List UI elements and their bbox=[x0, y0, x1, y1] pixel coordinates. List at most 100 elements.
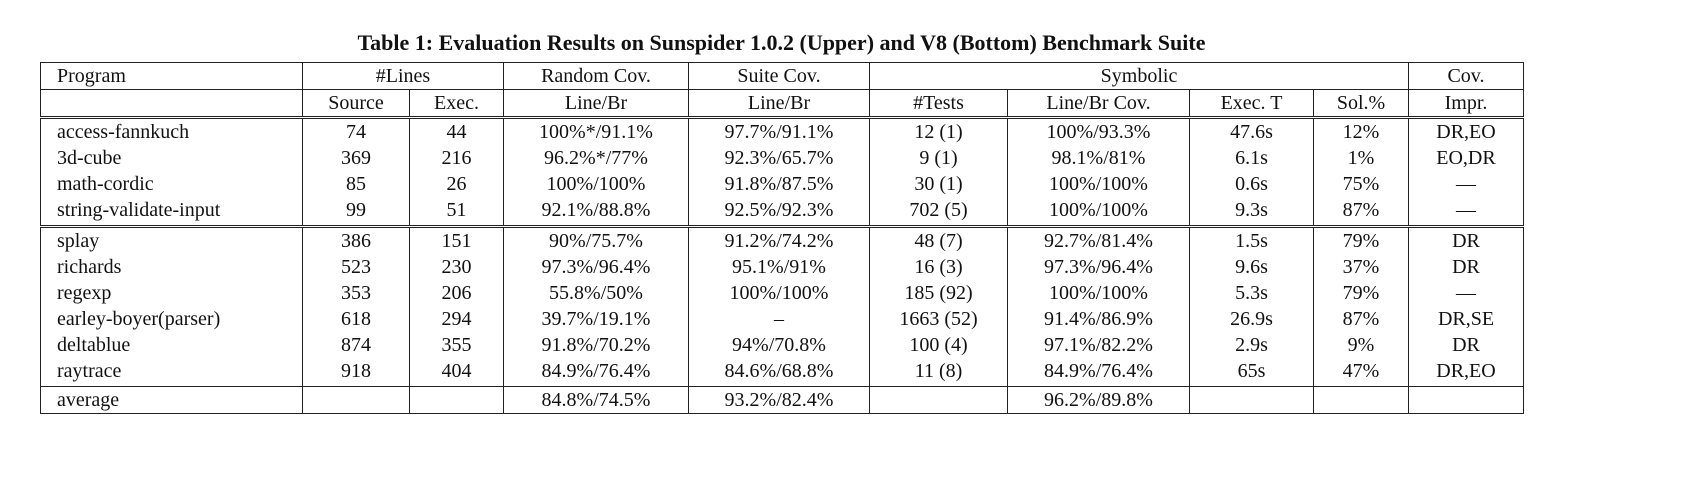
program-name: deltablue bbox=[40, 332, 303, 358]
table-cell bbox=[869, 386, 1008, 414]
table-cell: EO,DR bbox=[1408, 145, 1524, 171]
table-cell: 9 (1) bbox=[869, 145, 1008, 171]
program-name: raytrace bbox=[40, 358, 303, 387]
header-row-2: Source Exec. Line/Br Line/Br #Tests Line/Br C… bbox=[40, 89, 1524, 119]
table-row: deltablue 874 355 91.8%/70.2% 94%/70.8% 100 (… bbox=[40, 332, 1524, 358]
table-cell: 100%/100% bbox=[1007, 280, 1190, 306]
table-cell: 874 bbox=[302, 332, 410, 358]
table-cell: 92.7%/81.4% bbox=[1007, 225, 1190, 254]
table-cell: 97.3%/96.4% bbox=[1007, 254, 1190, 280]
table-cell: 79% bbox=[1313, 225, 1409, 254]
table-cell: 91.4%/86.9% bbox=[1007, 306, 1190, 332]
table-cell: 39.7%/19.1% bbox=[503, 306, 689, 332]
header-row-1: Program #Lines Random Cov. Suite Cov. Symbol… bbox=[40, 62, 1524, 90]
column-header: Cov. bbox=[1408, 62, 1524, 90]
table-cell: 369 bbox=[302, 145, 410, 171]
program-name: 3d-cube bbox=[40, 145, 303, 171]
table-row: splay 386 151 90%/75.7% 91.2%/74.2% 48 (7) 92.… bbox=[40, 225, 1524, 254]
table-cell: 6.1s bbox=[1189, 145, 1314, 171]
program-name: math-cordic bbox=[40, 171, 303, 197]
table-cell: 95.1%/91% bbox=[688, 254, 870, 280]
table-cell: DR bbox=[1408, 225, 1524, 254]
table-cell: 98.1%/81% bbox=[1007, 145, 1190, 171]
table-cell: 91.2%/74.2% bbox=[688, 225, 870, 254]
table-cell: 85 bbox=[302, 171, 410, 197]
table-cell: 91.8%/87.5% bbox=[688, 171, 870, 197]
table-cell: 47.6s bbox=[1189, 117, 1314, 145]
column-subheader: #Tests bbox=[869, 89, 1008, 119]
table-cell: 84.8%/74.5% bbox=[503, 386, 689, 414]
table-cell: 9.3s bbox=[1189, 197, 1314, 227]
table-cell bbox=[1408, 386, 1524, 414]
table-cell: 294 bbox=[409, 306, 504, 332]
table-cell: 75% bbox=[1313, 171, 1409, 197]
table-cell: 1.5s bbox=[1189, 225, 1314, 254]
table-cell: DR bbox=[1408, 254, 1524, 280]
table-cell: 386 bbox=[302, 225, 410, 254]
table-cell: DR bbox=[1408, 332, 1524, 358]
table-cell: 16 (3) bbox=[869, 254, 1008, 280]
table-cell: 30 (1) bbox=[869, 171, 1008, 197]
table-cell: 65s bbox=[1189, 358, 1314, 387]
column-header: Suite Cov. bbox=[688, 62, 870, 90]
column-header: Symbolic bbox=[869, 62, 1409, 90]
program-name: splay bbox=[40, 225, 303, 254]
table-cell: 79% bbox=[1313, 280, 1409, 306]
column-subheader: Line/Br bbox=[503, 89, 689, 119]
table-cell: 97.1%/82.2% bbox=[1007, 332, 1190, 358]
table-cell: 92.3%/65.7% bbox=[688, 145, 870, 171]
table-cell: 99 bbox=[302, 197, 410, 227]
column-header: Program bbox=[40, 62, 303, 90]
program-name: richards bbox=[40, 254, 303, 280]
table-cell: 12% bbox=[1313, 117, 1409, 145]
program-name: regexp bbox=[40, 280, 303, 306]
table-cell: DR,EO bbox=[1408, 117, 1524, 145]
table-cell: 47% bbox=[1313, 358, 1409, 387]
table-cell: DR,EO bbox=[1408, 358, 1524, 387]
table-cell: 91.8%/70.2% bbox=[503, 332, 689, 358]
program-name: access-fannkuch bbox=[40, 117, 303, 145]
table-cell: 92.1%/88.8% bbox=[503, 197, 689, 227]
table-cell: 523 bbox=[302, 254, 410, 280]
table-cell: 2.9s bbox=[1189, 332, 1314, 358]
table-cell: 206 bbox=[409, 280, 504, 306]
table-cell: 100%*/91.1% bbox=[503, 117, 689, 145]
table-cell: 48 (7) bbox=[869, 225, 1008, 254]
table-cell: 26 bbox=[409, 171, 504, 197]
table-cell: 618 bbox=[302, 306, 410, 332]
table-row: regexp 353 206 55.8%/50% 100%/100% 185 (92) 10… bbox=[40, 280, 1524, 306]
table-cell: 100%/100% bbox=[688, 280, 870, 306]
table-cell: 355 bbox=[409, 332, 504, 358]
table-cell: 100%/100% bbox=[503, 171, 689, 197]
table-cell: average bbox=[40, 386, 303, 414]
table-row: raytrace 918 404 84.9%/76.4% 84.6%/68.8% 11 (… bbox=[40, 358, 1524, 387]
table-cell: 918 bbox=[302, 358, 410, 387]
column-subheader: Impr. bbox=[1408, 89, 1524, 119]
table-cell bbox=[409, 386, 504, 414]
table-cell: 94%/70.8% bbox=[688, 332, 870, 358]
column-subheader: Source bbox=[302, 89, 410, 119]
table-cell: 96.2%/89.8% bbox=[1007, 386, 1190, 414]
program-name: earley-boyer(parser) bbox=[40, 306, 303, 332]
table-cell: — bbox=[1408, 197, 1524, 227]
table-row: string-validate-input 99 51 92.1%/88.8% 92.5… bbox=[40, 197, 1524, 227]
table-cell: 1663 (52) bbox=[869, 306, 1008, 332]
table-cell: 12 (1) bbox=[869, 117, 1008, 145]
table-cell: 92.5%/92.3% bbox=[688, 197, 870, 227]
column-subheader: Line/Br Cov. bbox=[1007, 89, 1190, 119]
table-cell: 100%/100% bbox=[1007, 197, 1190, 227]
table-cell: 404 bbox=[409, 358, 504, 387]
table-cell: 87% bbox=[1313, 306, 1409, 332]
table-cell: 93.2%/82.4% bbox=[688, 386, 870, 414]
table-cell: 100%/100% bbox=[1007, 171, 1190, 197]
table-cell: 51 bbox=[409, 197, 504, 227]
table-row: earley-boyer(parser) 618 294 39.7%/19.1% –16… bbox=[40, 306, 1524, 332]
table-cell: 90%/75.7% bbox=[503, 225, 689, 254]
column-header: #Lines bbox=[302, 62, 504, 90]
table-cell: 84.9%/76.4% bbox=[1007, 358, 1190, 387]
table-cell: 84.9%/76.4% bbox=[503, 358, 689, 387]
table-cell: 9% bbox=[1313, 332, 1409, 358]
table-row: math-cordic 85 26 100%/100% 91.8%/87.5% 30 (1… bbox=[40, 171, 1524, 197]
table-cell: 44 bbox=[409, 117, 504, 145]
table-cell: — bbox=[1408, 171, 1524, 197]
